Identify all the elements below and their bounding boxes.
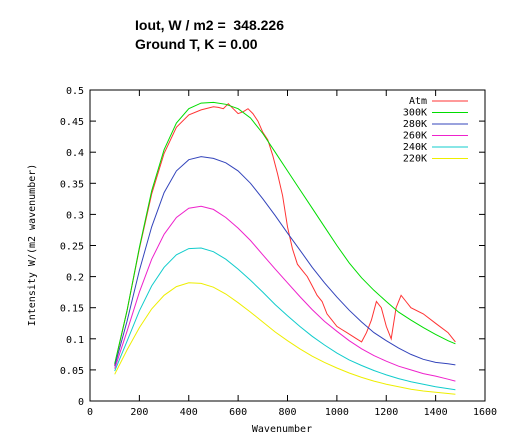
y-axis-label: Intensity W/(m2 wavenumber) xyxy=(27,164,38,327)
series-lines xyxy=(114,101,456,395)
y-tick-label: 0.4 xyxy=(66,148,84,159)
y-tick-label: 0.2 xyxy=(66,273,84,284)
series-line-220k xyxy=(114,282,456,395)
series-line-240k xyxy=(114,247,456,391)
x-tick-label: 400 xyxy=(180,407,198,418)
x-tick-label: 800 xyxy=(278,407,296,418)
legend-label-300k: 300K xyxy=(403,108,427,119)
y-tick-label: 0.45 xyxy=(60,117,84,128)
legend-label-220k: 220K xyxy=(403,154,427,165)
y-axis-ticks: 0 0.05 0.1 0.15 0.2 0.25 0.3 0.35 0.4 0.45 0.5 xyxy=(60,86,485,408)
y-tick-label: 0.05 xyxy=(60,366,84,377)
x-axis-label: Wavenumber xyxy=(252,424,312,435)
y-tick-label: 0.5 xyxy=(66,86,84,97)
y-tick-label: 0.1 xyxy=(66,335,84,346)
legend-label-280k: 280K xyxy=(403,119,427,130)
x-tick-label: 1000 xyxy=(325,407,349,418)
y-tick-label: 0.25 xyxy=(60,242,84,253)
series-line-280k xyxy=(114,156,456,367)
x-tick-label: 1600 xyxy=(473,407,497,418)
y-tick-label: 0 xyxy=(78,397,84,408)
series-line-300k xyxy=(114,101,456,364)
x-tick-label: 0 xyxy=(87,407,93,418)
x-tick-label: 600 xyxy=(229,407,247,418)
y-tick-label: 0.15 xyxy=(60,304,84,315)
legend-label-260k: 260K xyxy=(403,131,427,142)
series-line-atm xyxy=(114,102,456,366)
ground-temp-readout: Ground T, K = 0.00 xyxy=(135,36,258,52)
x-tick-label: 1400 xyxy=(424,407,448,418)
y-tick-label: 0.35 xyxy=(60,179,84,190)
legend-label-240k: 240K xyxy=(403,142,427,153)
series-line-260k xyxy=(114,205,456,382)
x-tick-label: 200 xyxy=(130,407,148,418)
iout-readout: Iout, W / m2 = 348.226 xyxy=(135,17,285,33)
x-tick-label: 1200 xyxy=(374,407,398,418)
y-tick-label: 0.3 xyxy=(66,210,84,221)
header: Iout, W / m2 = 348.226 Ground T, K = 0.0… xyxy=(135,16,284,54)
x-axis-ticks: 0 200 400 600 800 1000 1200 1400 1600 xyxy=(87,90,497,418)
legend-label-atm: Atm xyxy=(409,96,427,107)
